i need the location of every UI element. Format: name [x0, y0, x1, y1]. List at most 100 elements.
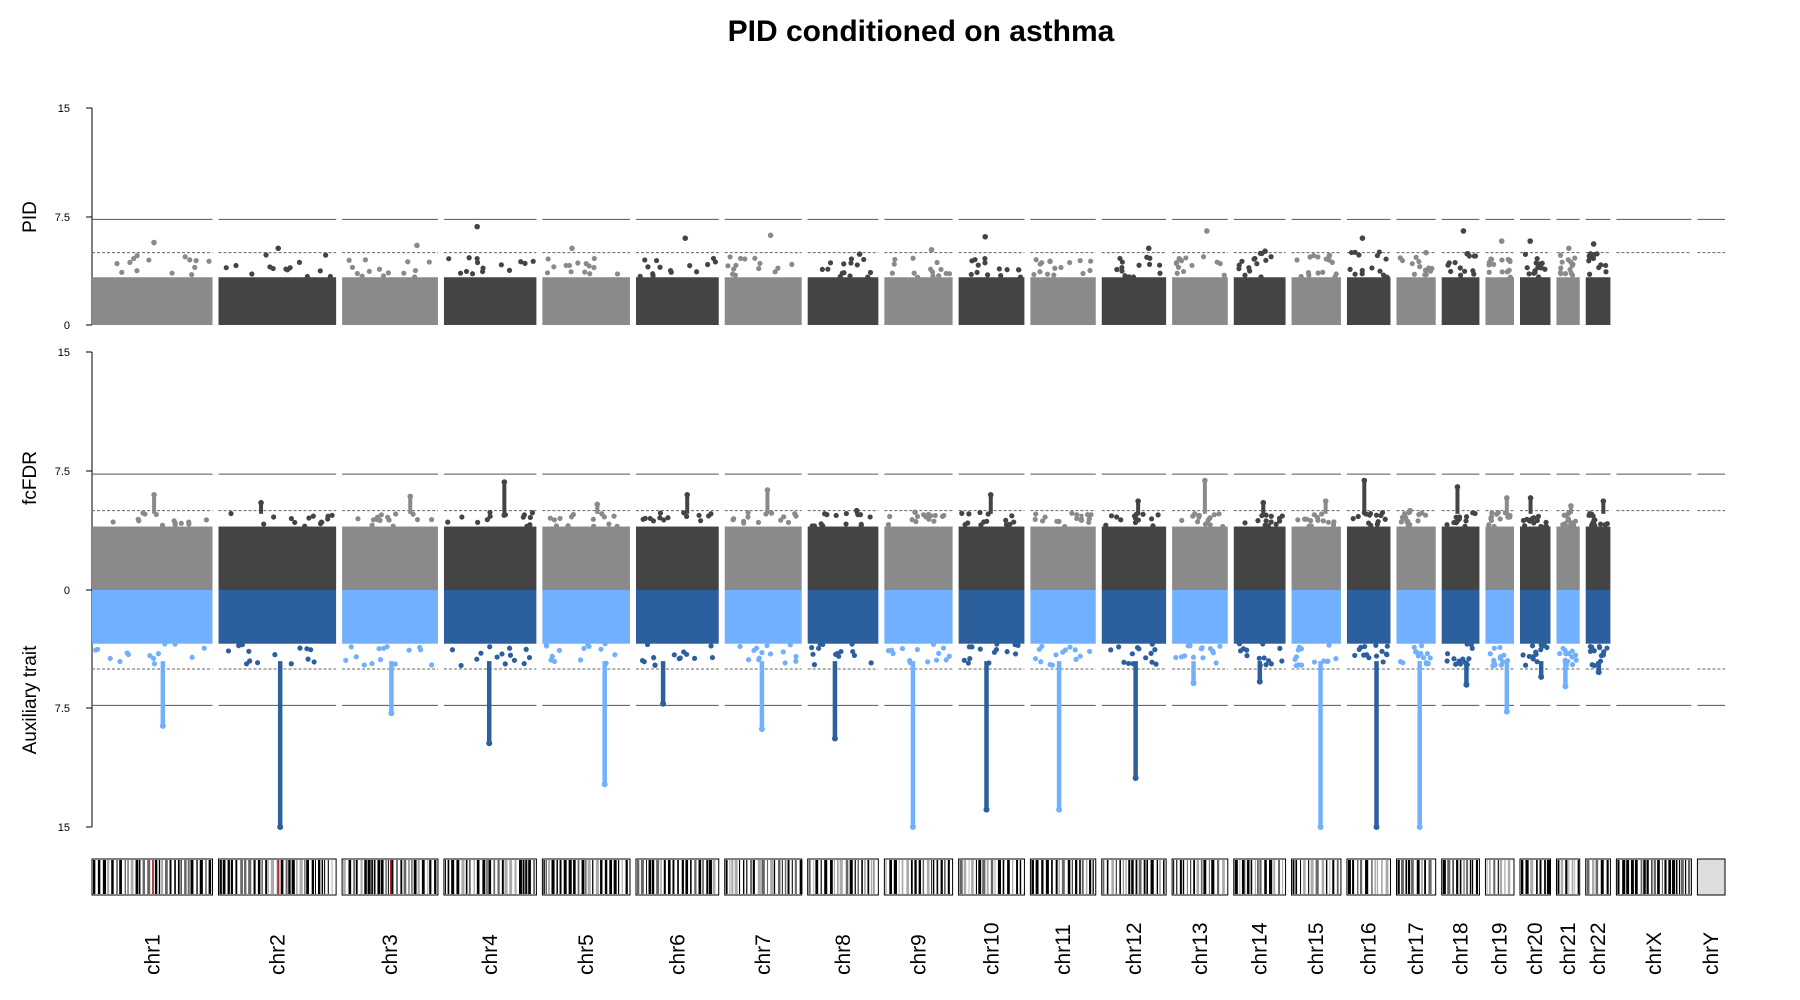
- chr9-aux-point: [930, 641, 937, 647]
- chrx-ideogram-band: [1668, 860, 1672, 894]
- chr16-label: chr16: [1358, 922, 1381, 975]
- chr7-ideogram-band: [766, 860, 769, 894]
- chr19-pid-band: [1485, 277, 1514, 325]
- chr14-ideogram-band: [1254, 860, 1256, 894]
- chr8-pid-point: [848, 260, 854, 266]
- chr3-ideogram-band: [390, 860, 394, 894]
- chr18-fcfdr-point: [1462, 523, 1468, 529]
- chr11-aux-point: [1072, 647, 1078, 653]
- chr6-fcfdr-point: [696, 512, 702, 518]
- chr1-fcfdr-point: [140, 510, 146, 516]
- chr8-pid-point: [867, 269, 874, 276]
- chr10-pid-peak: [982, 233, 989, 240]
- chr2-fcfdr-point: [329, 512, 335, 518]
- chr18-fcfdr-point: [1444, 522, 1450, 528]
- chr18-ideogram-band: [1447, 860, 1451, 894]
- chr4-aux-point: [449, 647, 456, 653]
- chr19-fcfdr-point: [1486, 522, 1492, 528]
- chr4-aux-point: [526, 654, 533, 661]
- chr2-ideogram-band: [230, 860, 233, 894]
- chr15-ideogram-band: [1308, 860, 1310, 894]
- chr11-ideogram-band: [1079, 860, 1081, 894]
- chr10-pid-point: [1017, 274, 1024, 280]
- chr6-pid-band: [635, 277, 719, 325]
- chr11-pid-point: [1037, 269, 1043, 275]
- chr3-ideogram: [341, 858, 439, 896]
- chr20-ideogram-box: [1519, 858, 1551, 896]
- chr20-pid-point: [1524, 265, 1530, 271]
- chr9-fcfdr-point: [941, 512, 947, 519]
- chr12-ideogram-band: [1122, 860, 1124, 894]
- chr9-pid-point: [891, 261, 897, 267]
- chr11-aux-band: [1030, 590, 1096, 644]
- chr15-ideogram-band: [1300, 860, 1302, 894]
- chr10-ideogram-band: [990, 860, 994, 894]
- chr9-ideogram-band: [885, 860, 887, 894]
- aux-tick-label-bottom: 15: [58, 822, 70, 834]
- chr9-label: chr9: [907, 934, 930, 975]
- chr9-ideogram-band: [930, 860, 932, 894]
- chr8-label: chr8: [832, 934, 855, 975]
- chr15-ideogram-band: [1329, 860, 1331, 894]
- chr8-fcfdr-point: [858, 523, 864, 529]
- chr18-fcfdr-point: [1463, 514, 1470, 520]
- chr2-ideogram-band: [299, 860, 303, 894]
- chr14-pid-point: [1268, 254, 1274, 260]
- chr13-fcfdr-point: [1207, 522, 1213, 528]
- chr10-aux-point: [961, 657, 967, 663]
- chr14-pid-point: [1254, 261, 1260, 267]
- chr6-ideogram-band: [681, 860, 684, 894]
- chr14-label: chr14: [1249, 922, 1272, 975]
- chr2-pid-point: [296, 259, 303, 265]
- chr6-ideogram-band: [712, 860, 716, 894]
- chr2-ideogram-band: [327, 860, 329, 894]
- chr4-pid-point: [506, 267, 513, 273]
- chr10-aux-point: [1015, 642, 1021, 648]
- chr5-fcfdr-point: [547, 515, 553, 521]
- chr7-fcfdr-point: [792, 511, 798, 517]
- chr20-aux-point: [1523, 662, 1529, 668]
- chr3-ideogram-band: [360, 860, 363, 894]
- chr4-aux-point: [511, 657, 518, 663]
- chr1-ideogram-band: [208, 860, 212, 894]
- chr10-ideogram-band: [971, 860, 974, 894]
- chr15-aux-point: [1296, 662, 1302, 668]
- chr18-label: chr18: [1450, 922, 1473, 975]
- chr6-pid-point: [642, 257, 648, 263]
- chr12-pid-point: [1126, 274, 1132, 280]
- chr1-label: chr1: [141, 934, 164, 975]
- chr18-fcfdr-point: [1455, 516, 1461, 522]
- chr20-fcfdr-point: [1543, 519, 1549, 525]
- chr20-aux-point: [1526, 653, 1532, 660]
- chr20-ideogram-band: [1544, 860, 1546, 894]
- chr20-pid-point: [1526, 271, 1532, 277]
- chr14-ideogram: [1233, 858, 1287, 896]
- chr16-pid-point: [1352, 249, 1358, 255]
- chr10-ideogram-band: [994, 860, 996, 894]
- chr16-aux-peak: [1373, 824, 1380, 830]
- chr13-fcfdr-point: [1194, 519, 1201, 525]
- chr2-pid-point: [223, 265, 229, 271]
- chrx-ideogram-band: [1684, 860, 1687, 894]
- chr15-ideogram-band: [1295, 860, 1298, 894]
- chr11-aux-point: [1047, 661, 1053, 668]
- chr19-pid-point: [1499, 269, 1505, 275]
- chr5-pid-point: [587, 271, 593, 277]
- chr1-ideogram-band: [97, 860, 101, 894]
- chr13-aux-band: [1172, 590, 1228, 644]
- chr14-aux-peak: [1256, 678, 1263, 685]
- chr9-aux-point: [936, 650, 942, 656]
- chr2-aux-band: [218, 590, 337, 644]
- chr8-pid-point: [825, 266, 831, 272]
- chr10-fcfdr-point: [984, 518, 990, 524]
- chr18-aux-peak: [1463, 681, 1470, 688]
- chr6-fcfdr-point: [681, 510, 687, 516]
- chr5-fcfdr-point: [611, 513, 617, 519]
- chrx-ideogram-band: [1687, 860, 1691, 894]
- chr4-ideogram-band: [473, 860, 475, 894]
- chr4-ideogram-band: [468, 860, 471, 894]
- chr4-label: chr4: [479, 934, 502, 975]
- chr15-ideogram-band: [1336, 860, 1339, 894]
- chr20-ideogram-band: [1520, 860, 1524, 894]
